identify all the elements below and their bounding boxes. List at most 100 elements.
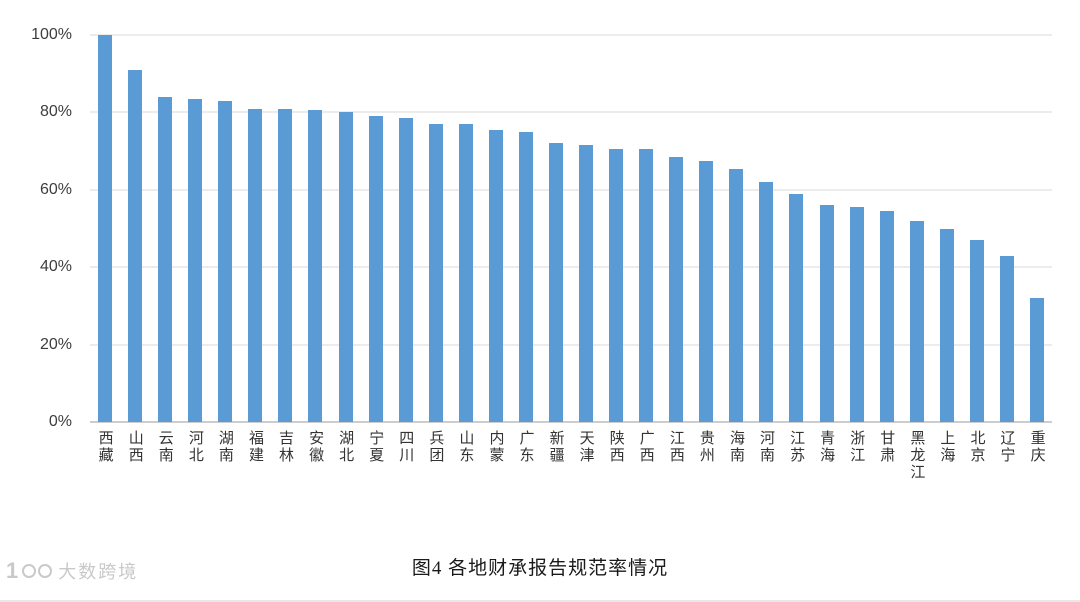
bar-column	[601, 35, 631, 422]
bar-column	[210, 35, 240, 422]
x-label-cell: 山东	[451, 430, 481, 464]
x-label-cell: 新疆	[541, 430, 571, 464]
x-category-label: 湖南	[216, 430, 234, 464]
x-label-cell: 山西	[120, 430, 150, 464]
x-axis-labels: 西藏 山西 云南 河北 湖南 福建 吉林 安徽 湖北 宁夏 四川 兵团 山东 内蒙 广东 新疆 天津 陕西 广西 江西…	[90, 430, 1052, 481]
x-category-label: 甘肃	[878, 430, 896, 464]
gridline	[90, 111, 1052, 113]
bar-安徽	[308, 110, 323, 422]
bar-天津	[579, 145, 594, 422]
gridline	[90, 344, 1052, 346]
x-category-label: 天津	[577, 430, 595, 464]
x-category-label: 吉林	[277, 430, 295, 464]
bar-江苏	[789, 193, 804, 422]
bar-column	[691, 35, 721, 422]
x-label-cell: 云南	[150, 430, 180, 464]
bar-黑龙江	[909, 220, 924, 422]
x-category-label: 广西	[637, 430, 655, 464]
bar-山东	[458, 124, 473, 422]
bar-column	[541, 35, 571, 422]
bar-宁夏	[368, 116, 383, 422]
bar-上海	[939, 228, 954, 422]
x-label-cell: 安徽	[300, 430, 330, 464]
y-tick-label: 40%	[39, 258, 72, 276]
bar-column	[872, 35, 902, 422]
gridline	[90, 189, 1052, 191]
x-label-cell: 江西	[661, 430, 691, 464]
bar-column	[571, 35, 601, 422]
bar-云南	[158, 96, 173, 422]
y-tick-label: 80%	[39, 103, 72, 121]
gridline	[90, 34, 1052, 36]
bar-column	[842, 35, 872, 422]
watermark-logo-icon: 1	[6, 560, 53, 582]
x-category-label: 四川	[397, 430, 415, 464]
bar-column	[421, 35, 451, 422]
bar-column	[481, 35, 511, 422]
watermark: 1 大数跨境	[6, 558, 138, 584]
bar-吉林	[278, 108, 293, 422]
x-category-label: 新疆	[547, 430, 565, 464]
bar-青海	[819, 205, 834, 422]
x-category-label: 河南	[758, 430, 776, 464]
bar-福建	[248, 108, 263, 422]
x-label-cell: 广东	[511, 430, 541, 464]
bar-column	[180, 35, 210, 422]
bar-column	[511, 35, 541, 422]
bar-北京	[969, 240, 984, 422]
x-label-cell: 湖北	[331, 430, 361, 464]
bar-column	[661, 35, 691, 422]
x-category-label: 海南	[727, 430, 745, 464]
bottom-divider	[0, 600, 1080, 602]
x-category-label: 陕西	[607, 430, 625, 464]
bar-江西	[669, 156, 684, 422]
bar-column	[962, 35, 992, 422]
bar-陕西	[609, 149, 624, 422]
x-label-cell: 内蒙	[481, 430, 511, 464]
bar-兵团	[428, 124, 443, 422]
bar-新疆	[548, 143, 563, 422]
bar-column	[300, 35, 330, 422]
x-category-label: 上海	[938, 430, 956, 464]
gridlines	[90, 34, 1052, 423]
x-label-cell: 甘肃	[872, 430, 902, 464]
bar-column	[240, 35, 270, 422]
x-category-label: 内蒙	[487, 430, 505, 464]
bar-column	[992, 35, 1022, 422]
x-category-label: 北京	[968, 430, 986, 464]
x-label-cell: 江苏	[781, 430, 811, 464]
bar-河南	[759, 182, 774, 422]
x-category-label: 广东	[517, 430, 535, 464]
x-category-label: 青海	[818, 430, 836, 464]
watermark-text: 大数跨境	[58, 562, 139, 582]
bar-chart: 0% 20% 40% 60% 80% 100% 西藏 山西 云南 河北 湖南 福建 吉林 安徽 湖北 宁夏四…	[31, 27, 1052, 481]
bar-column	[1022, 35, 1052, 422]
x-category-label: 宁夏	[367, 430, 385, 464]
x-label-cell: 西藏	[90, 430, 120, 464]
bar-湖南	[218, 100, 233, 422]
bar-内蒙	[488, 129, 503, 422]
x-label-cell: 陕西	[601, 430, 631, 464]
bar-四川	[398, 118, 413, 422]
bar-column	[90, 35, 120, 422]
chart-caption: 图4 各地财承报告规范率情况	[411, 558, 669, 579]
x-label-cell: 四川	[391, 430, 421, 464]
bar-column	[451, 35, 481, 422]
x-category-label: 兵团	[427, 430, 445, 464]
x-label-cell: 北京	[962, 430, 992, 464]
x-label-cell: 湖南	[210, 430, 240, 464]
x-category-label: 黑龙江	[908, 430, 926, 481]
bar-column	[812, 35, 842, 422]
bar-甘肃	[879, 211, 894, 422]
x-category-label: 江苏	[788, 430, 806, 464]
bar-广东	[518, 131, 533, 422]
bar-column	[150, 35, 180, 422]
x-category-label: 浙江	[848, 430, 866, 464]
x-label-cell: 辽宁	[992, 430, 1022, 464]
x-label-cell: 重庆	[1022, 430, 1052, 464]
bar-山西	[128, 69, 143, 422]
bar-column	[331, 35, 361, 422]
x-label-cell: 河北	[180, 430, 210, 464]
bar-浙江	[849, 207, 864, 422]
bars	[90, 35, 1052, 422]
